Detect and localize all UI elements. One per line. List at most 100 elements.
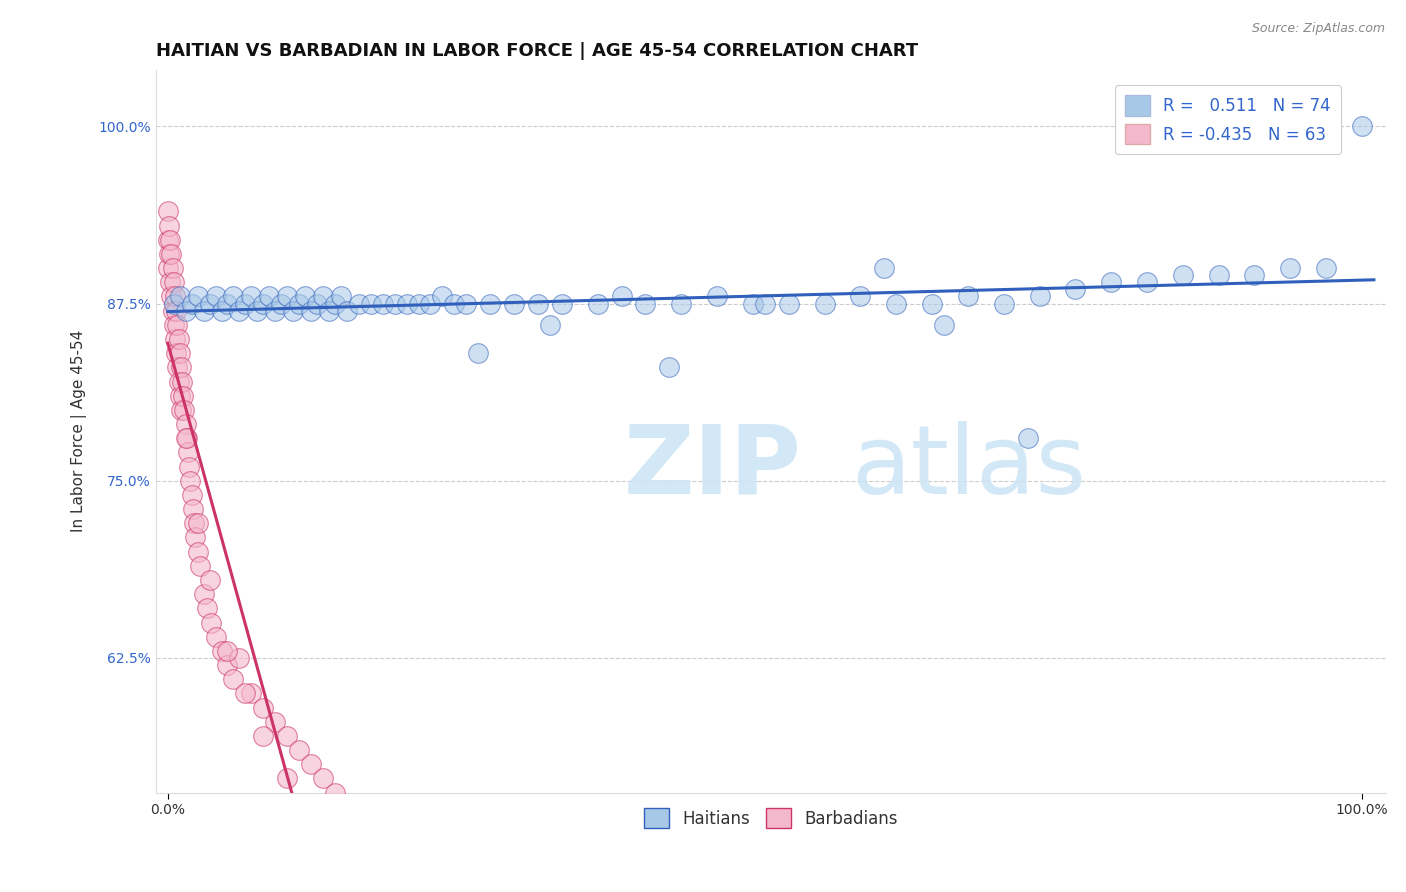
- Point: [706, 289, 728, 303]
- Point: [658, 360, 681, 375]
- Point: [252, 700, 274, 714]
- Point: [174, 303, 197, 318]
- Point: [172, 389, 194, 403]
- Point: [228, 651, 250, 665]
- Point: [384, 296, 406, 310]
- Point: [235, 686, 257, 700]
- Point: [299, 303, 322, 318]
- Point: [1099, 275, 1122, 289]
- Point: [198, 296, 221, 310]
- Point: [159, 233, 181, 247]
- Point: [252, 729, 274, 743]
- Point: [181, 502, 204, 516]
- Point: [163, 289, 186, 303]
- Point: [176, 431, 198, 445]
- Point: [288, 743, 311, 757]
- Point: [1171, 268, 1194, 283]
- Point: [166, 360, 188, 375]
- Point: [235, 296, 257, 310]
- Point: [211, 303, 233, 318]
- Point: [217, 296, 239, 310]
- Point: [188, 558, 211, 573]
- Point: [174, 431, 197, 445]
- Point: [180, 296, 202, 310]
- Point: [195, 601, 218, 615]
- Point: [160, 289, 183, 303]
- Point: [169, 289, 191, 303]
- Point: [174, 417, 197, 431]
- Text: Source: ZipAtlas.com: Source: ZipAtlas.com: [1251, 22, 1385, 36]
- Point: [1279, 261, 1302, 276]
- Point: [312, 289, 335, 303]
- Point: [264, 714, 287, 729]
- Point: [323, 786, 346, 800]
- Point: [586, 296, 609, 310]
- Point: [294, 289, 316, 303]
- Point: [184, 531, 207, 545]
- Point: [1136, 275, 1159, 289]
- Point: [283, 303, 305, 318]
- Point: [479, 296, 502, 310]
- Point: [371, 296, 394, 310]
- Point: [259, 289, 281, 303]
- Point: [873, 261, 896, 276]
- Point: [169, 389, 191, 403]
- Point: [813, 296, 835, 310]
- Point: [200, 615, 222, 630]
- Point: [932, 318, 955, 332]
- Point: [276, 729, 298, 743]
- Point: [456, 296, 478, 310]
- Point: [222, 289, 245, 303]
- Point: [211, 644, 233, 658]
- Point: [166, 318, 188, 332]
- Point: [276, 289, 298, 303]
- Point: [1315, 261, 1337, 276]
- Point: [443, 296, 465, 310]
- Point: [162, 261, 184, 276]
- Point: [1243, 268, 1265, 283]
- Text: HAITIAN VS BARBADIAN IN LABOR FORCE | AGE 45-54 CORRELATION CHART: HAITIAN VS BARBADIAN IN LABOR FORCE | AG…: [156, 42, 918, 60]
- Point: [1208, 268, 1230, 283]
- Point: [159, 275, 181, 289]
- Point: [1064, 282, 1087, 296]
- Point: [467, 346, 489, 360]
- Point: [312, 772, 335, 786]
- Point: [432, 289, 454, 303]
- Point: [246, 303, 269, 318]
- Point: [163, 296, 186, 310]
- Point: [299, 800, 322, 814]
- Point: [193, 303, 215, 318]
- Point: [884, 296, 907, 310]
- Point: [217, 644, 239, 658]
- Legend: Haitians, Barbadians: Haitians, Barbadians: [637, 801, 905, 835]
- Point: [299, 757, 322, 772]
- Point: [167, 332, 190, 346]
- Point: [240, 289, 263, 303]
- Point: [993, 296, 1015, 310]
- Point: [204, 289, 226, 303]
- Point: [538, 318, 561, 332]
- Point: [305, 296, 328, 310]
- Point: [347, 296, 370, 310]
- Point: [222, 672, 245, 686]
- Point: [264, 303, 287, 318]
- Point: [408, 296, 430, 310]
- Point: [165, 346, 187, 360]
- Point: [419, 296, 441, 310]
- Point: [156, 204, 179, 219]
- Point: [921, 296, 943, 310]
- Point: [276, 772, 298, 786]
- Point: [610, 289, 633, 303]
- Point: [228, 303, 250, 318]
- Point: [170, 403, 193, 417]
- Text: atlas: atlas: [851, 421, 1085, 514]
- Point: [204, 630, 226, 644]
- Point: [742, 296, 765, 310]
- Point: [1017, 431, 1039, 445]
- Point: [179, 459, 201, 474]
- Point: [634, 296, 657, 310]
- Point: [187, 289, 209, 303]
- Text: ZIP: ZIP: [623, 421, 801, 514]
- Point: [329, 289, 352, 303]
- Point: [170, 360, 193, 375]
